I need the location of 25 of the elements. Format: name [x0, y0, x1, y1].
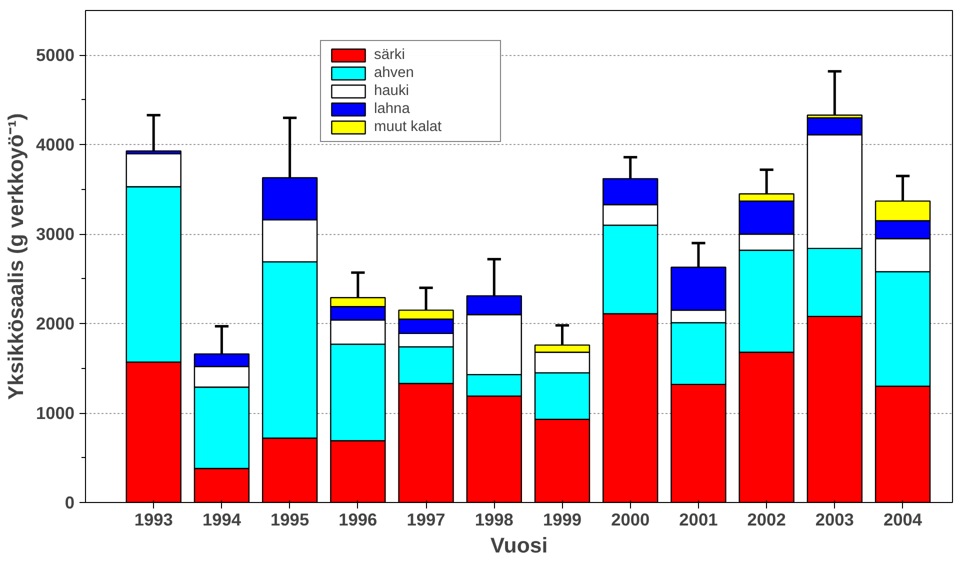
x-tick-label: 2002	[747, 510, 786, 530]
y-tick-label: 1000	[36, 403, 75, 424]
x-tick-label: 1998	[474, 510, 514, 530]
y-tick-label: 0	[64, 492, 75, 512]
x-tick-label: 1995	[270, 510, 310, 530]
y-axis-title: Yksikkösaalis (g verkkoyö⁻¹)	[4, 113, 28, 400]
x-axis-title: Vuosi	[490, 534, 548, 558]
x-tick-label: 1999	[542, 510, 582, 530]
legend-label: ahven	[374, 65, 415, 81]
x-tick-label: 1997	[406, 510, 446, 530]
y-tick-label: 3000	[36, 224, 75, 244]
y-tick-label: 5000	[36, 45, 75, 66]
x-tick-label: 1993	[134, 510, 174, 530]
legend-label: lahna	[374, 101, 411, 117]
x-tick-label: 1996	[338, 510, 378, 530]
y-tick-label: 2000	[36, 314, 75, 334]
x-tick-label: 2004	[884, 510, 922, 530]
y-tick-label: 4000	[36, 134, 75, 155]
x-tick-label: 2001	[679, 510, 718, 530]
legend-label: särki	[374, 47, 406, 63]
x-tick-label: 2003	[815, 510, 854, 530]
x-tick-label: 1994	[202, 510, 242, 530]
x-tick-label: 2000	[611, 510, 650, 530]
legend-label: muut kalat	[374, 119, 443, 135]
legend-label: hauki	[374, 83, 410, 99]
